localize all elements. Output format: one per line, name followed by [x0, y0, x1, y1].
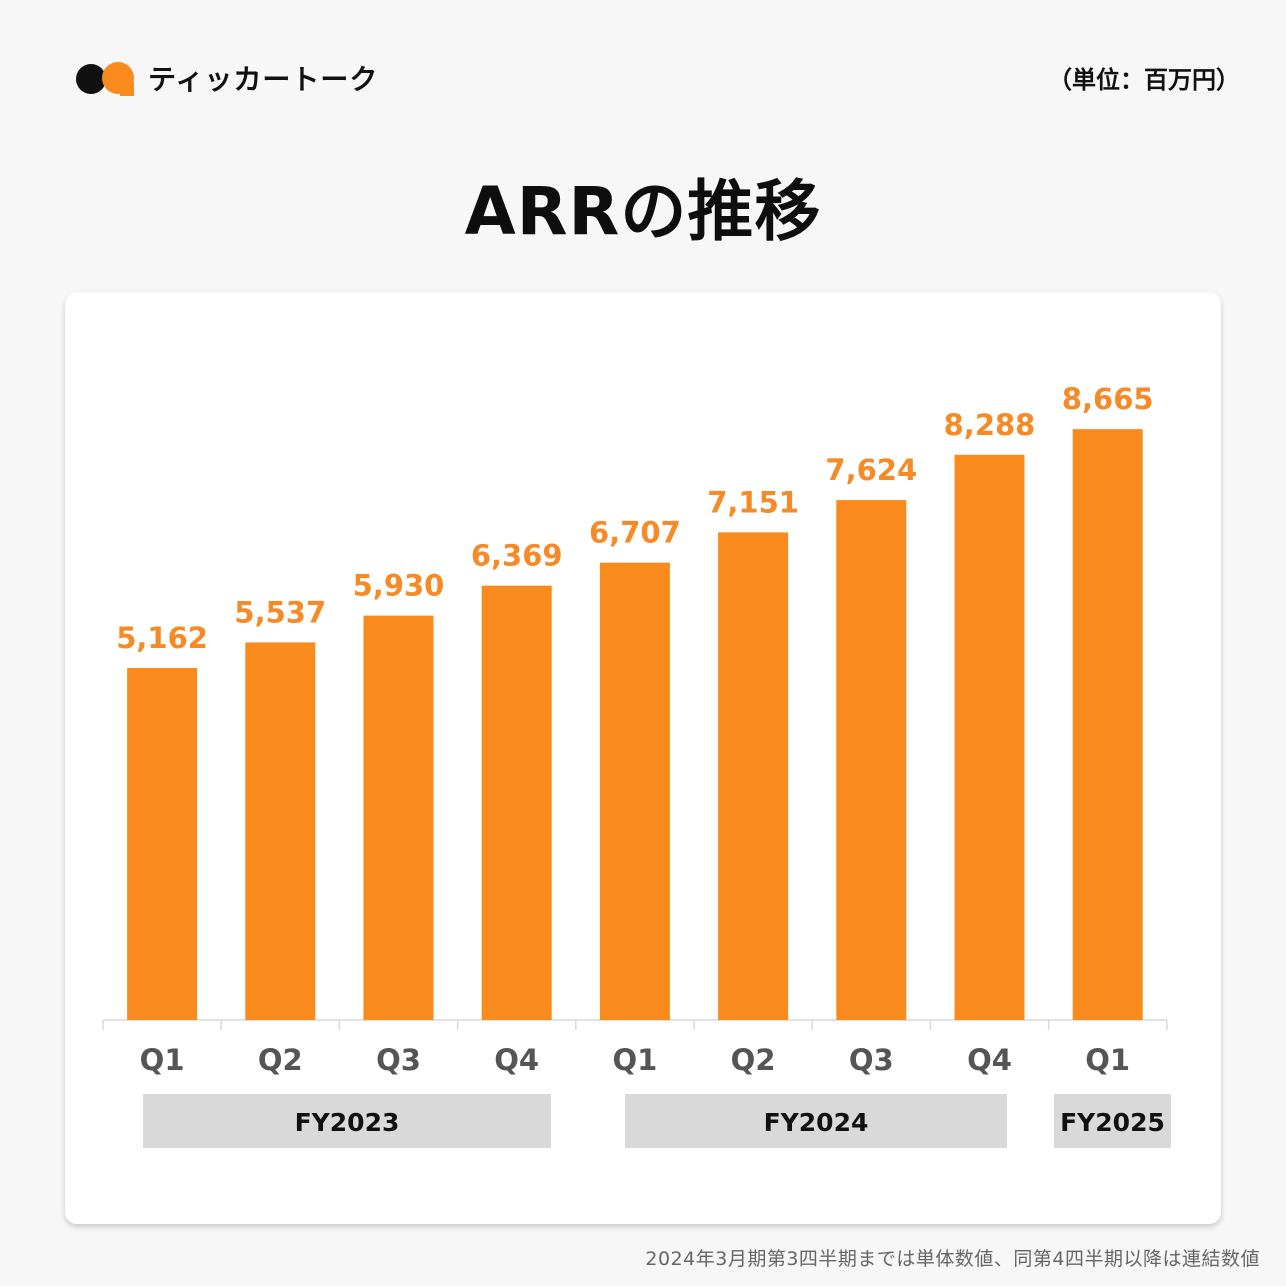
group-box-2: [1054, 1094, 1171, 1148]
bar-chart: 5,162 Q1 5,537 Q2 5,930 Q3 6,369 Q4 6,707 Q1 7,151…: [102, 382, 1171, 1148]
bar-8: [1072, 429, 1143, 1020]
tick-label-8: Q1: [1085, 1043, 1130, 1077]
data-label-3: 6,369: [471, 539, 563, 573]
page-title: ARRの推移: [464, 173, 822, 250]
data-label-6: 7,624: [825, 453, 917, 487]
group-label-0: FY2023: [295, 1108, 400, 1137]
tick-label-7: Q4: [967, 1043, 1012, 1077]
bar-0: [127, 668, 198, 1020]
bar-1: [245, 642, 316, 1020]
tick-label-3: Q4: [494, 1043, 539, 1077]
data-label-7: 8,288: [944, 408, 1036, 442]
data-label-4: 6,707: [589, 516, 681, 550]
bar-7: [954, 454, 1025, 1020]
data-label-1: 5,537: [234, 595, 326, 629]
chart-card: 5,162 Q1 5,537 Q2 5,930 Q3 6,369 Q4 6,707 Q1 7,151…: [65, 292, 1221, 1224]
data-label-5: 7,151: [707, 485, 799, 519]
data-label-8: 8,665: [1062, 382, 1154, 416]
tick-label-6: Q3: [849, 1043, 894, 1077]
footnote: 2024年3月期第3四半期までは単体数値、同第4四半期以降は連結数値: [645, 1248, 1260, 1270]
data-label-0: 5,162: [116, 621, 208, 655]
bar-3: [481, 585, 552, 1020]
bar-2: [363, 615, 434, 1020]
unit-label: （単位：百万円）: [1048, 66, 1240, 94]
chat-bubble-logo-icon: [76, 58, 138, 98]
brand-name: ティッカートーク: [148, 63, 379, 96]
bar-5: [718, 532, 789, 1020]
tick-label-5: Q2: [731, 1043, 776, 1077]
tick-label-0: Q1: [140, 1043, 185, 1077]
group-label-2: FY2025: [1060, 1108, 1165, 1137]
group-label-1: FY2024: [764, 1108, 869, 1137]
bar-4: [599, 562, 670, 1020]
group-box-0: [143, 1094, 551, 1148]
tick-label-2: Q3: [376, 1043, 421, 1077]
brand-logo: ティッカートーク: [76, 58, 378, 98]
group-box-1: [625, 1094, 1007, 1148]
tick-label-4: Q1: [612, 1043, 657, 1077]
data-label-2: 5,930: [353, 569, 445, 603]
tick-label-1: Q2: [258, 1043, 303, 1077]
bar-6: [836, 500, 907, 1020]
